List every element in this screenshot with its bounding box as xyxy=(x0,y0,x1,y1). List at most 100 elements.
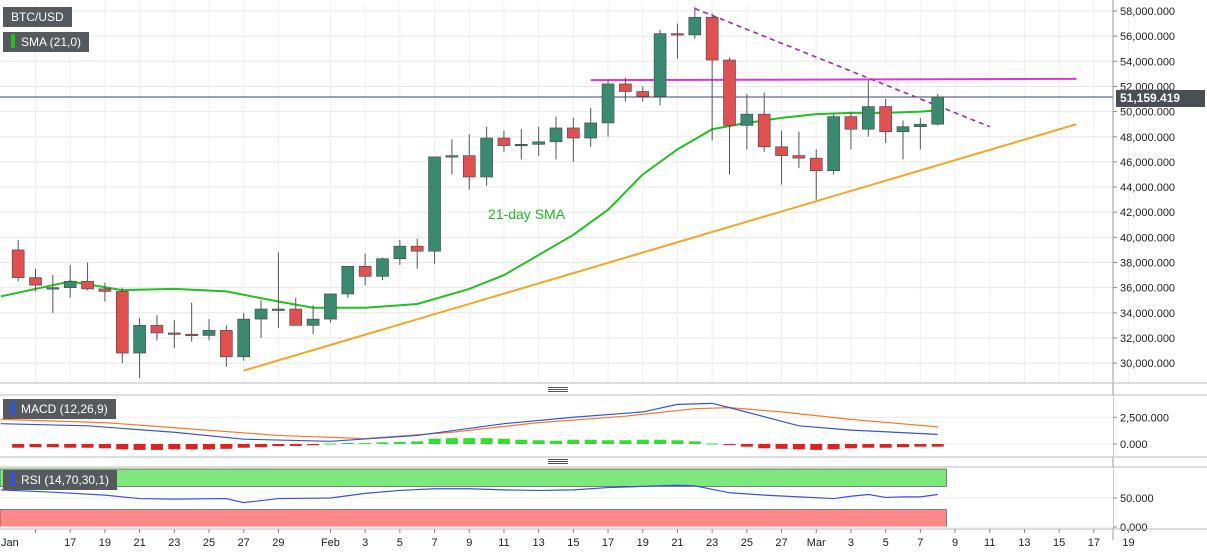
macd-tick-label: 0.000 xyxy=(1120,439,1148,451)
candle-body xyxy=(341,265,355,295)
candle-body xyxy=(254,308,268,320)
candle xyxy=(150,315,164,341)
time-tick-label: 19 xyxy=(637,537,649,549)
price-tick-label: 42,000.000 xyxy=(1120,207,1175,219)
candle xyxy=(480,126,493,186)
macd-histogram-bar xyxy=(341,442,354,444)
macd-histogram-bar xyxy=(46,444,59,448)
candle-body xyxy=(393,245,407,260)
candle xyxy=(723,57,736,175)
time-tick-label: 13 xyxy=(533,537,545,549)
time-tick-label: Feb xyxy=(321,537,340,549)
candle xyxy=(809,149,823,200)
candle xyxy=(601,80,615,137)
candle-body xyxy=(376,258,389,277)
candle-body xyxy=(653,33,667,97)
candle xyxy=(914,117,927,150)
time-tick-label: 15 xyxy=(1053,537,1065,549)
rsi-panel-splitter[interactable] xyxy=(548,459,568,465)
price-tick-label: 50,000.000 xyxy=(1120,107,1175,119)
candle xyxy=(272,252,285,328)
macd-panel-splitter[interactable] xyxy=(548,387,568,393)
macd-histogram-bar xyxy=(376,442,389,444)
price-tick-label: 44,000.000 xyxy=(1120,182,1175,194)
macd-histogram-bar xyxy=(879,444,892,448)
macd-histogram-bar xyxy=(168,444,181,450)
candle-body xyxy=(636,91,650,97)
macd-histogram-bar xyxy=(255,444,268,448)
macd-histogram-bar xyxy=(602,440,615,444)
macd-histogram-bar xyxy=(671,440,684,444)
sma-legend: SMA (21,0) xyxy=(3,32,90,52)
time-axis: Jan 17 19 21 23 25 27 29 Feb 3 5 7 9 11 13 15 17 19 21 23 25… xyxy=(1,529,1135,549)
candle-body xyxy=(480,137,493,178)
candle-body xyxy=(809,157,823,172)
candle xyxy=(896,120,910,160)
symbol-legend: BTC/USD xyxy=(3,7,72,27)
candle xyxy=(827,114,840,175)
candle xyxy=(11,239,25,282)
time-tick-label: 21 xyxy=(133,537,145,549)
candle-body xyxy=(306,318,320,326)
macd-histogram-bar xyxy=(775,444,788,449)
macd-signal-line xyxy=(0,407,938,440)
candle-body xyxy=(462,155,476,178)
time-tick-label: 15 xyxy=(567,537,579,549)
candle-body xyxy=(775,146,788,156)
sma-label: SMA (21,0) xyxy=(21,35,82,49)
main-overlays xyxy=(0,7,1113,372)
candle xyxy=(497,130,511,152)
macd-histogram-bar xyxy=(740,444,753,447)
time-tick-label: Mar xyxy=(807,537,826,549)
candle-body xyxy=(46,287,60,290)
candle-body xyxy=(428,156,441,252)
macd-histogram-bar xyxy=(636,439,649,444)
macd-histogram-bar xyxy=(272,444,285,447)
sma-21-line xyxy=(0,109,938,309)
macd-label: MACD (12,26,9) xyxy=(21,402,108,416)
macd-histogram-bar xyxy=(688,441,701,444)
candle-body xyxy=(410,245,424,252)
sma-annotation: 21-day SMA xyxy=(488,206,566,222)
macd-histogram-bar xyxy=(428,438,441,444)
macd-histogram-bar xyxy=(480,438,493,444)
candle-body xyxy=(202,330,216,336)
candle xyxy=(289,297,303,326)
main-grid xyxy=(0,2,1130,383)
rsi-overbought-band xyxy=(0,468,947,487)
macd-histogram-bar xyxy=(324,443,337,445)
macd-histogram-bar xyxy=(116,444,129,450)
candle-body xyxy=(63,281,77,288)
candle xyxy=(81,262,94,291)
candle-body xyxy=(827,116,840,172)
time-tick-label: Jan xyxy=(1,537,19,549)
candle xyxy=(740,93,754,150)
time-tick-label: 27 xyxy=(775,537,787,549)
candle xyxy=(775,130,788,185)
candle xyxy=(115,287,129,364)
candle-body xyxy=(619,83,632,92)
candle-body xyxy=(757,113,771,148)
time-tick-label: 5 xyxy=(397,537,403,549)
candle-body xyxy=(671,33,684,36)
candle xyxy=(879,99,892,144)
candle xyxy=(358,253,372,286)
time-tick-label: 17 xyxy=(602,537,614,549)
candle-body xyxy=(879,106,892,133)
candle xyxy=(324,293,337,323)
candle-body xyxy=(740,113,754,126)
time-tick-label: 7 xyxy=(431,537,437,549)
candle xyxy=(202,319,216,341)
price-tick-label: 54,000.000 xyxy=(1120,56,1175,68)
candle xyxy=(514,129,528,160)
macd-histogram-bar xyxy=(897,444,909,448)
price-tick-label: 34,000.000 xyxy=(1120,308,1175,320)
macd-histogram-bar xyxy=(914,444,927,447)
macd-histogram-bar xyxy=(844,444,857,449)
candle-body xyxy=(29,277,42,286)
time-tick-label: 3 xyxy=(362,537,368,549)
candle-body xyxy=(497,137,511,146)
candle xyxy=(445,139,459,175)
price-tick-label: 46,000.000 xyxy=(1120,157,1175,169)
candle xyxy=(410,238,424,269)
